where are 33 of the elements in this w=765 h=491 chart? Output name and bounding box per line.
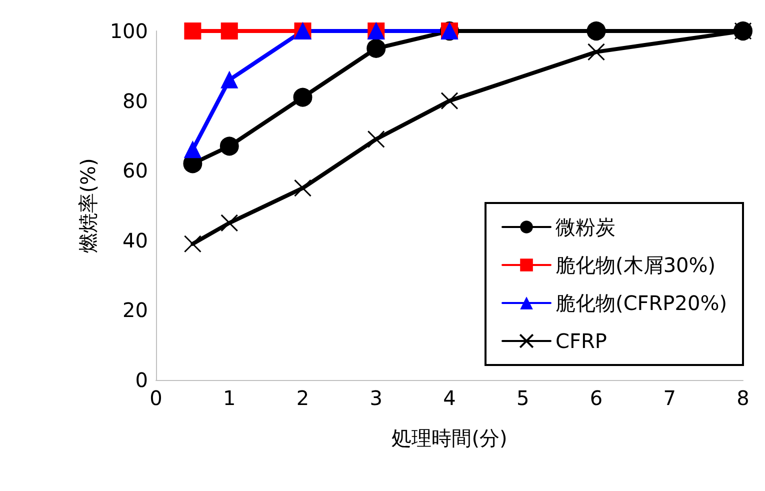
point (294, 179, 312, 197)
point (293, 88, 312, 107)
x-tick-label: 1 (223, 386, 236, 410)
y-tick-label: 20 (122, 298, 148, 322)
legend-label: 脆化物(木屑30%) (556, 253, 716, 277)
x-tick-label: 4 (443, 386, 456, 410)
point (184, 235, 202, 253)
legend-label: CFRP (556, 329, 607, 353)
x-tick-label: 2 (296, 386, 310, 410)
x-axis-title: 処理時間(分) (392, 426, 508, 450)
point (367, 130, 385, 148)
x-tick-label: 3 (370, 386, 382, 410)
point (588, 43, 605, 61)
point (220, 214, 238, 232)
y-tick-label: 60 (122, 158, 148, 183)
y-tick-label: 80 (122, 88, 148, 113)
x-tick-label: 0 (150, 386, 162, 410)
y-tick-label: 100 (110, 19, 148, 43)
x-tick-label: 7 (663, 386, 676, 410)
point (366, 38, 386, 58)
point (220, 22, 238, 40)
point (184, 22, 202, 40)
point (586, 22, 606, 40)
y-axis-title: 燃焼率(%) (76, 158, 100, 253)
x-tick-label: 6 (590, 386, 603, 410)
point (220, 136, 239, 156)
y-tick-label: 40 (122, 228, 148, 252)
x-tick-label: 5 (516, 386, 530, 410)
legend-label: 脆化物(CFRP20%) (556, 291, 727, 315)
y-tick-label: 0 (135, 368, 148, 392)
point (440, 92, 458, 110)
legend-label: 微粉炭 (556, 215, 616, 239)
x-tick-label: 8 (736, 386, 750, 410)
